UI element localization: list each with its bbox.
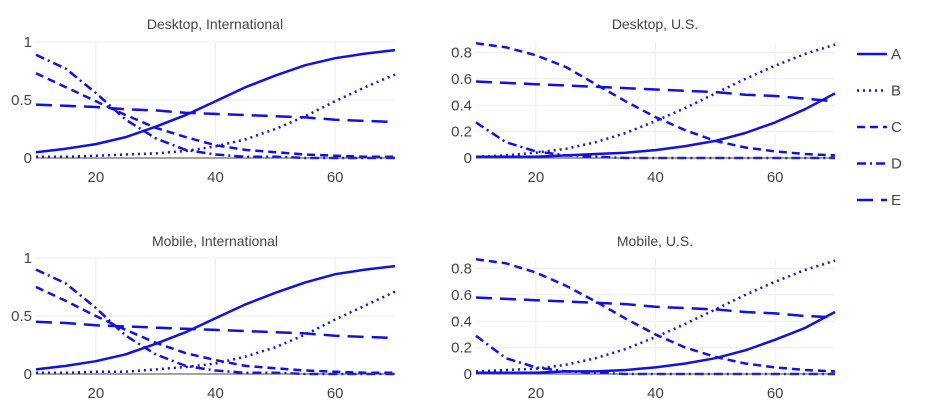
x-tick-label: 60 <box>327 385 344 402</box>
y-tick-label: 0.2 <box>451 340 472 357</box>
x-tick-label: 40 <box>207 169 224 186</box>
series-line-e <box>35 320 396 340</box>
x-tick-label: 20 <box>527 385 544 402</box>
x-tick-label: 60 <box>327 169 344 186</box>
panel-title: Desktop, International <box>147 16 283 32</box>
x-tick-label: 60 <box>767 169 784 186</box>
legend-label-b[interactable]: B <box>891 83 901 100</box>
x-tick-label: 40 <box>647 385 664 402</box>
x-tick-label: 40 <box>207 385 224 402</box>
x-tick-label: 40 <box>647 169 664 186</box>
y-tick-label: 0.5 <box>11 92 32 109</box>
panel-title: Mobile, International <box>152 233 278 249</box>
y-tick-label: 0.2 <box>451 124 472 141</box>
legend: A B C D E <box>857 46 902 209</box>
series-line-a <box>35 264 396 371</box>
y-tick-label: 0 <box>464 150 472 167</box>
y-tick-label: 0 <box>464 366 472 383</box>
panel-title: Desktop, U.S. <box>612 16 698 32</box>
x-tick-label: 20 <box>527 169 544 186</box>
legend-label-d[interactable]: D <box>891 156 902 173</box>
y-tick-label: 1 <box>24 34 32 51</box>
series-line-a <box>476 310 836 374</box>
legend-label-a[interactable]: A <box>891 46 901 63</box>
series-line-b <box>36 290 396 375</box>
y-tick-label: 0.6 <box>451 71 472 88</box>
series-line-c <box>35 285 395 375</box>
panel-title: Mobile, U.S. <box>617 233 693 249</box>
series-line-b <box>36 73 396 159</box>
series-line-a <box>35 48 396 154</box>
series-line-e <box>35 103 396 124</box>
x-tick-label: 20 <box>87 385 104 402</box>
y-tick-label: 0.4 <box>451 313 472 330</box>
series-line-c <box>475 258 836 373</box>
legend-label-c[interactable]: C <box>891 119 902 136</box>
y-tick-label: 1 <box>24 250 32 267</box>
y-tick-label: 0.8 <box>451 261 472 278</box>
series-line-c <box>35 72 395 159</box>
legend-label-e[interactable]: E <box>891 192 901 209</box>
y-tick-label: 0.8 <box>451 45 472 62</box>
y-tick-label: 0 <box>24 150 32 167</box>
y-tick-label: 0.5 <box>11 308 32 325</box>
y-tick-label: 0.6 <box>451 287 472 304</box>
x-tick-label: 60 <box>767 385 784 402</box>
series-line-a <box>476 92 836 158</box>
panel-mobile-international: Mobile, International 20 40 60 0 0.5 1 <box>11 233 396 402</box>
series-line-e <box>475 296 836 319</box>
y-tick-label: 0 <box>24 366 32 383</box>
series-line-e <box>475 80 836 103</box>
y-tick-label: 0.4 <box>451 97 472 114</box>
x-tick-label: 20 <box>87 169 104 186</box>
series-line-c <box>475 42 836 157</box>
panel-desktop-international: Desktop, International 20 40 60 0 0.5 1 <box>11 16 396 186</box>
panel-desktop-us: Desktop, U.S. 20 40 60 0 0.2 0.4 0.6 0.8 <box>451 16 836 186</box>
panel-mobile-us: Mobile, U.S. 20 40 60 0 0.2 0.4 0.6 0.8 <box>451 233 836 402</box>
